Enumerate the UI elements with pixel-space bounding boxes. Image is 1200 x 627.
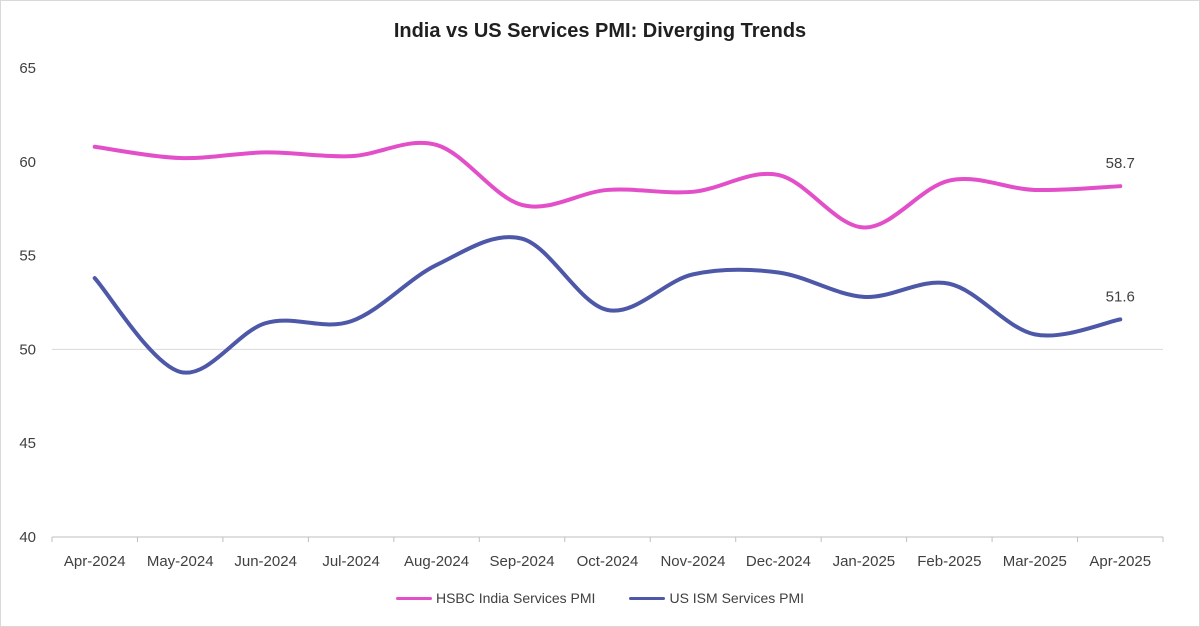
x-tick-label: Mar-2025 — [1003, 553, 1067, 570]
series-line-us-ism-services-pmi — [92, 235, 1123, 375]
x-tick-label: Oct-2024 — [577, 553, 639, 570]
legend-label: US ISM Services PMI — [669, 590, 805, 606]
x-tick-label: Apr-2025 — [1089, 553, 1151, 570]
y-tick-label: 40 — [19, 529, 36, 546]
y-tick-label: 65 — [19, 60, 36, 77]
x-tick-label: Nov-2024 — [660, 553, 725, 570]
data-label-us-ism-services-pmi: 51.6 — [1106, 288, 1135, 305]
series-line-hsbc-india-services-pmi — [92, 140, 1123, 230]
x-tick-label: Jun-2024 — [234, 553, 297, 570]
y-tick-label: 45 — [19, 435, 36, 452]
legend-label: HSBC India Services PMI — [435, 590, 596, 606]
legend: HSBC India Services PMI US ISM Services P… — [0, 590, 1200, 606]
legend-swatch — [395, 596, 432, 600]
data-label-hsbc-india-services-pmi: 58.7 — [1106, 155, 1135, 172]
y-tick-label: 50 — [19, 341, 36, 358]
x-tick-label: Feb-2025 — [917, 553, 981, 570]
chart-title: India vs US Services PMI: Diverging Tren… — [393, 20, 807, 42]
y-tick-label: 55 — [19, 248, 36, 265]
x-tick-label: May-2024 — [147, 553, 214, 570]
legend-item: HSBC India Services PMI — [395, 590, 596, 606]
x-tick-label: Jul-2024 — [322, 553, 380, 570]
x-tick-label: Jan-2025 — [833, 553, 896, 570]
y-tick-label: 60 — [19, 154, 36, 171]
x-tick-label: Dec-2024 — [746, 553, 811, 570]
legend-item: US ISM Services PMI — [629, 590, 804, 606]
x-tick-label: Apr-2024 — [64, 553, 126, 570]
x-tick-label: Aug-2024 — [404, 553, 469, 570]
legend-swatch — [629, 596, 666, 600]
x-tick-label: Sep-2024 — [490, 553, 555, 570]
